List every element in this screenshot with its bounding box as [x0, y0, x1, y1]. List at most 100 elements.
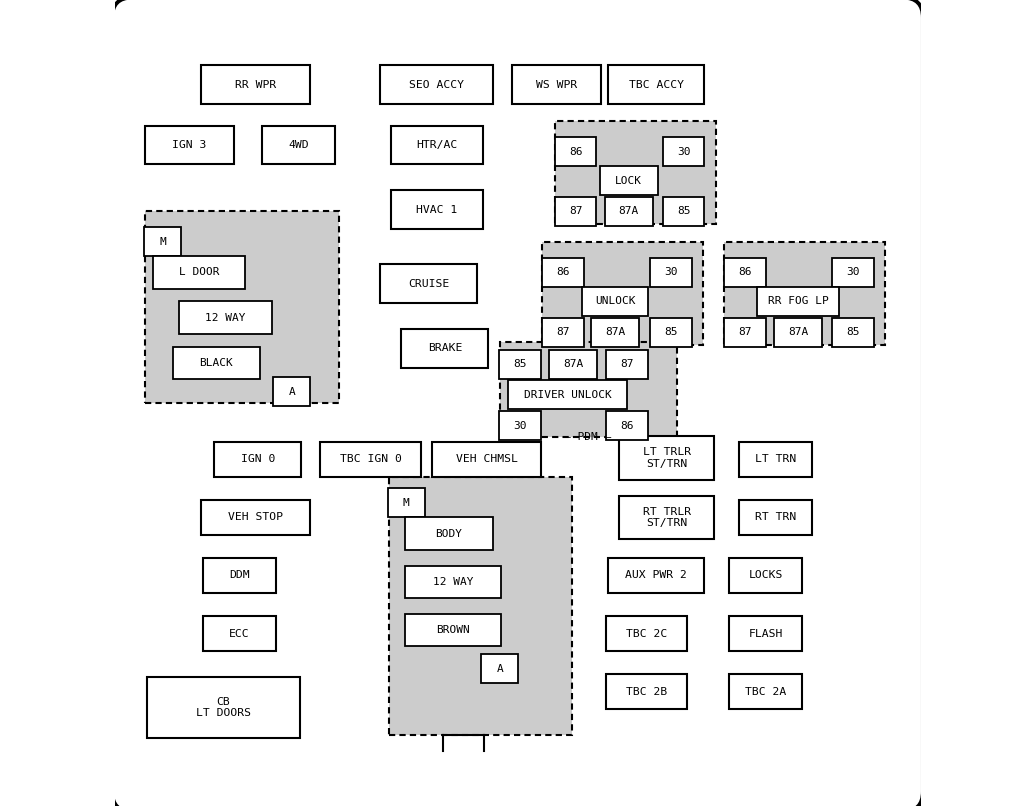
Bar [739, 442, 811, 477]
Bar [406, 517, 493, 550]
Bar [555, 197, 596, 226]
Text: RR FOG LP: RR FOG LP [768, 297, 828, 306]
Bar [723, 242, 885, 345]
Bar [201, 65, 309, 104]
Text: SEO ACCY: SEO ACCY [410, 80, 465, 89]
Text: 87: 87 [569, 206, 583, 216]
Text: 87A: 87A [619, 206, 639, 216]
Text: TBC 2C: TBC 2C [626, 629, 668, 638]
Text: 30: 30 [677, 147, 690, 156]
Text: 4WD: 4WD [288, 140, 308, 150]
Bar [542, 258, 585, 287]
Text: CRUISE: CRUISE [408, 279, 449, 289]
Text: CB
LT DOORS: CB LT DOORS [196, 697, 250, 718]
Bar [542, 318, 585, 347]
Bar [214, 442, 301, 477]
Text: A: A [497, 664, 503, 674]
Bar [173, 347, 260, 379]
Bar [662, 137, 705, 166]
Bar [607, 350, 648, 379]
Bar [832, 258, 874, 287]
Bar [321, 442, 421, 477]
Bar [388, 488, 424, 517]
Bar [608, 558, 705, 593]
Bar [406, 566, 501, 598]
Text: 85: 85 [663, 327, 677, 337]
Text: 85: 85 [513, 359, 527, 369]
Text: 85: 85 [677, 206, 690, 216]
Text: 87: 87 [738, 327, 751, 337]
Bar [145, 211, 338, 403]
Text: DDM: DDM [229, 571, 249, 580]
Text: 87A: 87A [788, 327, 808, 337]
Bar [650, 318, 691, 347]
Text: 30: 30 [663, 268, 677, 277]
Bar [203, 616, 275, 651]
Text: 85: 85 [846, 327, 859, 337]
Bar [774, 318, 822, 347]
Bar [147, 677, 300, 738]
Bar [662, 197, 705, 226]
Bar [381, 264, 477, 303]
Bar [406, 614, 501, 646]
Text: RT TRLR
ST/TRN: RT TRLR ST/TRN [643, 507, 690, 528]
Bar [730, 674, 802, 709]
Text: 86: 86 [620, 421, 633, 430]
Text: M: M [403, 498, 410, 508]
Bar [390, 190, 483, 229]
Bar [508, 380, 627, 409]
Text: 87: 87 [557, 327, 570, 337]
Text: BRAKE: BRAKE [427, 343, 463, 353]
Bar [650, 258, 691, 287]
Bar [179, 301, 272, 334]
Text: ECC: ECC [229, 629, 249, 638]
Text: 86: 86 [557, 268, 570, 277]
Bar [499, 350, 541, 379]
Text: IGN 3: IGN 3 [172, 140, 207, 150]
Bar [619, 496, 714, 539]
Text: LT TRLR
ST/TRN: LT TRLR ST/TRN [643, 447, 690, 468]
Bar [201, 500, 309, 535]
Text: M: M [159, 237, 167, 247]
Bar [512, 65, 600, 104]
Bar [582, 287, 648, 316]
Bar [145, 126, 234, 164]
Bar [541, 242, 703, 345]
Bar [555, 137, 596, 166]
Bar [604, 197, 653, 226]
Bar [153, 256, 245, 289]
Text: A: A [289, 387, 295, 397]
Text: IGN 0: IGN 0 [241, 455, 275, 464]
Text: — PDM —: — PDM — [564, 432, 612, 442]
Bar [549, 350, 597, 379]
Bar [433, 442, 541, 477]
Bar [608, 65, 705, 104]
Bar [390, 126, 483, 164]
Text: 12 WAY: 12 WAY [433, 577, 473, 587]
Text: BODY: BODY [436, 529, 463, 538]
Text: L DOOR: L DOOR [179, 268, 219, 277]
Text: FLASH: FLASH [748, 629, 782, 638]
Bar [144, 227, 181, 256]
Text: LT TRN: LT TRN [755, 455, 796, 464]
Text: LOCKS: LOCKS [748, 571, 782, 580]
Bar [591, 318, 640, 347]
Bar [739, 500, 811, 535]
Text: TBC 2B: TBC 2B [626, 687, 668, 696]
Text: HTR/AC: HTR/AC [416, 140, 457, 150]
Bar [599, 166, 658, 195]
Bar [500, 342, 677, 437]
Bar [619, 436, 714, 480]
Text: 86: 86 [738, 268, 751, 277]
Bar [388, 477, 572, 735]
Bar [499, 411, 541, 440]
Bar [481, 654, 519, 683]
Text: TBC ACCY: TBC ACCY [628, 80, 684, 89]
Bar [555, 121, 716, 224]
Bar [730, 558, 802, 593]
Text: 87A: 87A [563, 359, 584, 369]
Bar [730, 616, 802, 651]
Bar [381, 65, 494, 104]
Bar [832, 318, 874, 347]
Text: RT TRN: RT TRN [755, 513, 796, 522]
